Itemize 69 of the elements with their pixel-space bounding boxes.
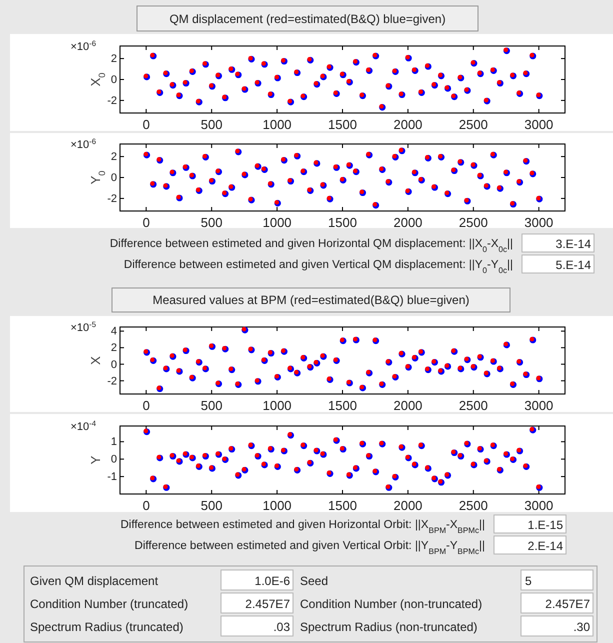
x-tick-label: 0 [142, 215, 150, 230]
text: Difference between estimeted and given Vertical Orbit: ||Y$_{BPM}$-Y$_{BPMc}$|| [134, 540, 485, 556]
text: 2.E-14 [528, 539, 564, 553]
text: 1.0E-6 [254, 574, 290, 588]
y-tick-label: 2 [110, 53, 117, 66]
x-tick-label: 3000 [524, 117, 554, 132]
x-tick-label: 3000 [524, 398, 554, 413]
text: .03 [273, 620, 290, 634]
chart-title: QM displacement (red=estimated(B&Q) blue=given) [169, 12, 446, 26]
y-axis-title: X [88, 356, 103, 365]
x-tick-label: 2000 [393, 398, 422, 413]
text: 5.E-14 [556, 258, 592, 272]
y-tick-label: -1 [107, 471, 117, 484]
x-tick-label: 500 [200, 398, 222, 413]
text: Spectrum Radius (truncated) [30, 620, 184, 634]
x-tick-label: 2000 [393, 117, 422, 132]
x-tick-label: 1000 [262, 398, 292, 413]
text: Seed [300, 574, 328, 588]
text: ×10$^{-6}$ [70, 38, 96, 53]
y-tick-label: 0 [110, 358, 117, 371]
x-tick-label: 500 [200, 498, 222, 513]
text: 2.457E7 [245, 597, 290, 611]
x-tick-label: 2000 [393, 498, 422, 513]
text: 1.E-15 [528, 518, 564, 532]
x-tick-label: 0 [142, 498, 150, 513]
text: 2.457E7 [545, 597, 590, 611]
chart-title: Measured values at BPM (red=estimated(B&Q) blue=given) [152, 293, 470, 307]
text: Spectrum Radius (non-truncated) [300, 620, 478, 634]
y-tick-label: -2 [107, 375, 117, 388]
text: ×10$^{-5}$ [70, 320, 96, 334]
x-tick-label: 2500 [458, 117, 488, 132]
text: ×10$^{-6}$ [70, 136, 96, 151]
text: Difference between estimeted and given Vertical QM displacement: ||Y$_{0}$-Y$_{0c}$|| [124, 259, 513, 274]
x-tick-label: 2000 [393, 215, 422, 230]
y-tick-label: 4 [110, 326, 117, 338]
x-tick-label: 2500 [458, 398, 488, 413]
y-tick-label: 2 [110, 342, 117, 354]
text: .30 [573, 620, 590, 634]
text: 3.E-14 [556, 237, 592, 251]
x-tick-label: 0 [142, 117, 150, 132]
y-axis-title: Y [88, 455, 103, 464]
x-tick-label: 1500 [328, 398, 357, 413]
x-tick-label: 1500 [328, 498, 357, 513]
y-tick-label: 0 [110, 454, 117, 466]
text: Condition Number (truncated) [30, 597, 188, 611]
x-tick-label: 1000 [262, 498, 292, 513]
y-tick-label: 0 [110, 74, 117, 86]
x-tick-label: 2500 [458, 498, 488, 513]
x-tick-label: 0 [142, 398, 150, 413]
x-tick-label: 3000 [524, 215, 554, 230]
text: Difference between estimeted and given Horizontal QM displacement: ||X$_{0}$-X$_{0c}$|| [110, 238, 513, 254]
text: Difference between estimeted and given Horizontal Orbit: ||X$_{BPM}$-X$_{BPMc}$|| [120, 519, 485, 534]
x-tick-label: 500 [200, 215, 222, 230]
x-tick-label: 1500 [328, 117, 357, 132]
y-tick-label: 1 [110, 436, 117, 448]
text: Given QM displacement [30, 574, 159, 588]
text: 5 [525, 574, 532, 588]
x-tick-label: 500 [200, 117, 222, 132]
y-tick-label: 0 [110, 172, 117, 184]
x-tick-label: 1000 [262, 215, 292, 230]
x-tick-label: 1500 [328, 215, 357, 230]
text: Condition Number (non-truncated) [300, 597, 482, 611]
x-tick-label: 2500 [458, 215, 488, 230]
text: ×10$^{-4}$ [70, 418, 97, 433]
y-tick-label: -2 [107, 94, 117, 107]
y-tick-label: 2 [110, 151, 117, 164]
y-tick-label: -2 [107, 192, 117, 205]
x-tick-label: 3000 [524, 498, 554, 513]
x-tick-label: 1000 [262, 117, 292, 132]
